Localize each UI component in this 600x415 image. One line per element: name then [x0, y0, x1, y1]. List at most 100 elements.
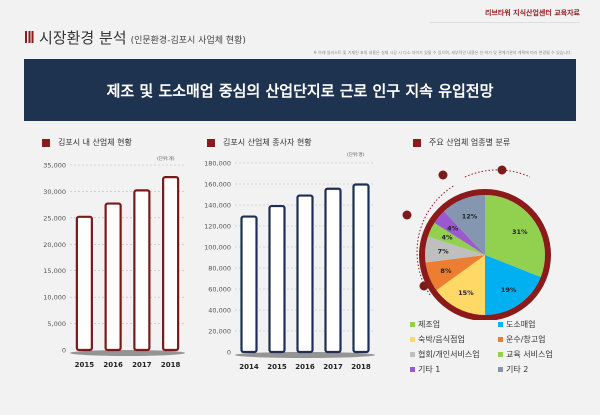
- decor-arc: [416, 184, 456, 296]
- y-tick-label: 15,000: [43, 267, 66, 275]
- bar: [324, 187, 342, 354]
- pie-ring: [419, 189, 551, 320]
- y-tick-label: 25,000: [43, 214, 66, 222]
- x-tick-label: 2018: [161, 361, 181, 369]
- y-tick-label: 20,000: [43, 241, 66, 249]
- chart1-title: 김포시 내 산업체 현황: [42, 137, 132, 148]
- slice-label: 15%: [458, 289, 474, 297]
- slice-label: 31%: [512, 228, 528, 236]
- x-tick-label: 2017: [132, 361, 152, 369]
- x-tick-label: 2014: [239, 363, 259, 371]
- y-tick-label: 5,000: [47, 320, 66, 328]
- legend-label: 숙박/음식점업: [418, 335, 465, 344]
- legend-swatch-icon: [498, 352, 503, 357]
- bar: [162, 176, 180, 352]
- y-tick-label: 35,000: [43, 162, 66, 170]
- pie-slice: [425, 255, 485, 291]
- legend-label: 기타 1: [418, 365, 441, 374]
- legend-label: 도소매업: [506, 320, 536, 329]
- chart-base-shadow: [70, 350, 185, 356]
- slice-label: 12%: [462, 212, 478, 220]
- legend-square-icon: [42, 138, 50, 147]
- legend-item: 도소매업: [498, 319, 586, 330]
- y-tick-label: 0: [227, 349, 231, 357]
- chart3-title: 주요 산업체 업종별 분류: [413, 137, 510, 148]
- decor-arc: [464, 169, 531, 178]
- decor-dot: [438, 170, 448, 180]
- legend-item: 운수/창고업: [498, 334, 586, 345]
- document-label: 리브타워 지식산업센터 교육자료: [484, 9, 580, 17]
- x-tick-label: 2015: [267, 363, 287, 371]
- bar: [104, 202, 122, 352]
- legend-square-icon: [413, 138, 421, 147]
- legend-item: 기타 2: [498, 364, 586, 375]
- chart-base-shadow: [235, 352, 375, 358]
- bar: [75, 215, 93, 352]
- chart2-bar-chart: 0 20,000 40,000 60,000 80,000 100,000 120,000 1…: [204, 160, 375, 371]
- x-tick-label: 2016: [103, 361, 123, 369]
- header-divider: [430, 22, 580, 23]
- x-tick-label: 2016: [295, 363, 315, 371]
- legend-swatch-icon: [410, 367, 415, 372]
- legend-swatch-icon: [498, 367, 503, 372]
- chart1-bar-chart: 0 5,000 10,000 15,000 20,000 25,000 30,000 35,0…: [43, 162, 185, 369]
- bar: [268, 204, 286, 354]
- pie-slice: [434, 211, 485, 255]
- legend-swatch-icon: [410, 322, 415, 327]
- pie-slice: [443, 195, 485, 255]
- title-bars-icon: [25, 31, 35, 43]
- y-tick-label: 0: [62, 347, 66, 355]
- legend-label: 운수/창고업: [506, 335, 546, 344]
- y-tick-label: 30,000: [43, 188, 66, 196]
- bar: [240, 215, 258, 354]
- pie-slice: [485, 255, 541, 315]
- headline-banner: 제조 및 도소매업 중심의 산업단지로 근로 인구 지속 유입전망: [24, 59, 576, 121]
- decor-dot: [497, 165, 507, 175]
- y-tick-label: 120,000: [204, 223, 231, 231]
- legend-item: 기타 1: [410, 364, 498, 375]
- x-tick-label: 2018: [351, 363, 371, 371]
- slice-label: 19%: [501, 286, 517, 294]
- legend-item: 숙박/음식점업: [410, 334, 498, 345]
- y-tick-label: 20,000: [208, 328, 231, 336]
- chart1-unit: (단위:개): [157, 157, 175, 162]
- y-tick-label: 160,000: [204, 181, 231, 189]
- y-tick-label: 10,000: [43, 294, 66, 302]
- legend-swatch-icon: [498, 322, 503, 327]
- legend-label: 교육 서비스업: [506, 350, 553, 359]
- slice-label: 4%: [447, 225, 459, 233]
- legend-item: 교육 서비스업: [498, 349, 586, 360]
- slice-label: 4%: [441, 234, 453, 242]
- disclaimer-note: ※ 아래 일러스트 및 기재된 표의 내용은 실제 시공 시 다소 차이가 있을…: [313, 50, 572, 55]
- y-tick-label: 100,000: [204, 244, 231, 252]
- pie-chart: 31%19%15%8%7%4%4%12%: [402, 165, 551, 320]
- chart2-title: 김포시 산업체 종사자 현황: [207, 137, 312, 148]
- x-tick-label: 2015: [75, 361, 95, 369]
- legend-item: 제조업: [410, 319, 498, 330]
- bar: [133, 189, 151, 352]
- legend-label: 기타 2: [506, 365, 529, 374]
- y-tick-label: 180,000: [204, 160, 231, 168]
- page-title: 시장환경 분석 (인문환경-김포시 사업체 현황): [25, 27, 246, 48]
- legend-swatch-icon: [410, 352, 415, 357]
- chart2-unit: (단위:명): [347, 153, 365, 158]
- chart2-title-text: 김포시 산업체 종사자 현황: [223, 138, 312, 147]
- y-tick-label: 40,000: [208, 307, 231, 315]
- slice-label: 8%: [440, 267, 452, 275]
- title-main: 시장환경 분석: [39, 29, 127, 47]
- y-tick-label: 140,000: [204, 202, 231, 210]
- x-tick-label: 2017: [323, 363, 343, 371]
- pie-slice: [427, 222, 485, 255]
- decor-dot: [402, 210, 412, 220]
- legend-label: 제조업: [418, 320, 441, 329]
- chart3-title-text: 주요 산업체 업종별 분류: [429, 138, 511, 147]
- chart1-title-text: 김포시 내 산업체 현황: [58, 138, 132, 147]
- title-subtitle: (인문환경-김포시 사업체 현황): [130, 36, 246, 46]
- legend-swatch-icon: [410, 337, 415, 342]
- legend-label: 협회/개인서비스업: [418, 350, 480, 359]
- pie-slice: [436, 255, 485, 315]
- bar: [352, 183, 370, 354]
- bar: [296, 194, 314, 354]
- pie-slice: [485, 195, 545, 278]
